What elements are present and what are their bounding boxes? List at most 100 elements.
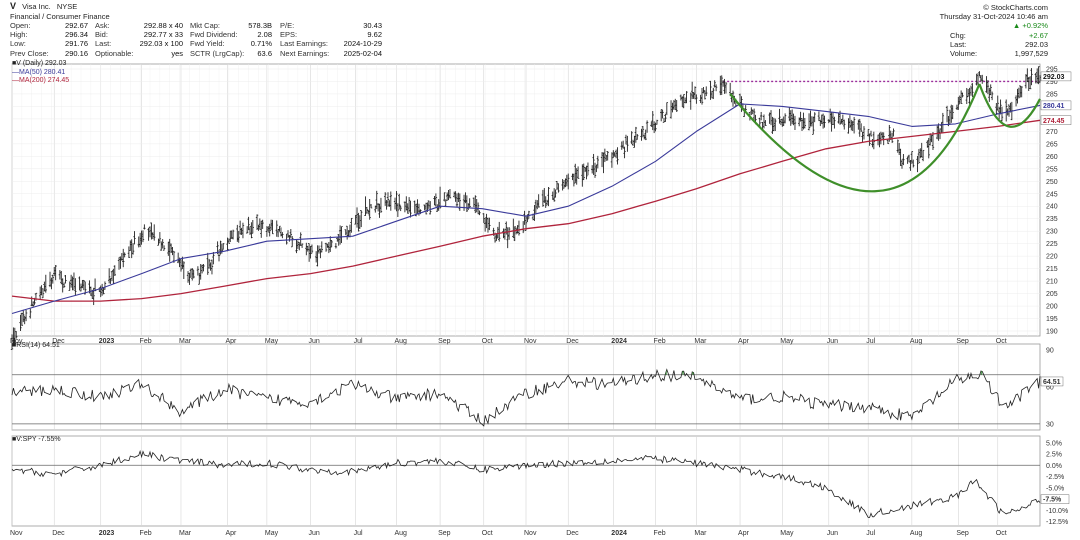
stat-label: Last Earnings: [280,39,328,49]
rsi-overbought-fill [682,371,684,375]
x-tick-label: Mar [694,530,707,537]
last-price-tag: 292.03 [1043,74,1065,81]
x-tick-label: Jul [354,338,363,345]
x-tick-label: May [265,530,279,537]
price-y-tick-label: 240 [1046,204,1058,211]
price-y-tick-label: 245 [1046,191,1058,198]
symbol-line: V Visa Inc. NYSE [10,1,77,11]
x-tick-label: Oct [482,530,493,537]
stat-row: Last: 292.03 x 100 [95,39,183,48]
stat-label: High: [10,30,28,40]
price-y-tick-label: 295 [1046,66,1058,73]
x-tick-label: Jul [866,530,875,537]
price-y-tick-label: 225 [1046,241,1058,248]
stat-value: 30.43 [363,21,382,30]
rsi-legend: ■RSI(14) 64.51 [12,342,60,349]
x-tick-label: Apr [225,338,237,345]
rsi-last-box [1040,376,1064,387]
x-tick-label: Sep [438,530,451,537]
x-tick-label: Jun [309,338,320,345]
stat-label: Open: [10,21,31,30]
relative-last-box [1040,494,1070,504]
x-tick-label: Jun [827,530,838,537]
ma50-tag-box [1040,100,1072,111]
price-y-tick-label: 220 [1046,254,1058,261]
x-tick-label: May [780,530,794,537]
stat-row: Mkt Cap: 578.3B [190,21,272,30]
x-tick-label: Oct [482,338,493,345]
stat-label: Mkt Cap: [190,21,221,30]
price-y-tick-label: 290 [1046,79,1058,86]
x-tick-label: Dec [52,530,65,537]
stat-row: High: 296.34 [10,30,88,39]
change-row: Chg: +2.67 [950,30,1048,40]
ma200-tag: 274.45 [1043,118,1065,125]
x-tick-label: Apr [738,338,750,345]
rsi-last-tag: 64.51 [1043,379,1061,386]
relative-line [11,449,1041,518]
stat-row: Low: 291.76 [10,39,88,48]
x-tick-label: Aug [910,530,923,537]
x-tick-label: Apr [738,530,750,537]
quote-date: Thursday 31-Oct-2024 10:46 am [939,12,1048,22]
x-tick-label: Mar [694,338,707,345]
x-tick-label: Nov [524,338,537,345]
stat-value: 578.3B [248,21,272,30]
stat-value: 292.77 x 33 [143,30,183,40]
stat-row: Fwd Yield: 0.71% [190,39,272,48]
x-tick-label: Aug [394,530,407,537]
stat-row: EPS: 9.62 [280,30,382,39]
x-tick-label: Feb [140,530,152,537]
x-tick-label: Feb [654,338,666,345]
stat-value: 296.34 [65,30,88,40]
stat-value: 290.16 [65,48,88,58]
stat-value: 292.67 [65,21,88,30]
change-percent: ▲ +0.92% [1012,21,1048,31]
price-y-tick-label: 215 [1046,266,1058,273]
x-tick-label: Feb [140,338,152,345]
stat-label: Last: [95,39,112,49]
relative-y-tick-label: -2.5% [1046,474,1064,481]
stat-value: 2025-02-04 [343,48,382,58]
stat-row: Bid: 292.77 x 33 [95,30,183,39]
x-tick-label: Oct [996,338,1007,345]
price-y-tick-label: 190 [1046,329,1058,336]
x-tick-label: Dec [52,338,65,345]
quote-summary: © StockCharts.com Thursday 31-Oct-2024 1… [940,3,1048,58]
x-tick-label: Nov [524,530,537,537]
stat-label: Low: [10,39,26,49]
brand: © StockCharts.com [983,3,1048,12]
stat-label: Optionable: [95,48,134,58]
legend-ma200: —MA(200) 274.45 [12,77,70,84]
stat-row: Ask: 292.88 x 40 [95,21,183,30]
x-tick-label: Sep [956,338,969,345]
stat-value: 2.08 [257,30,272,40]
rsi-line-group [11,368,1041,427]
rsi-overbought-fill [692,371,694,375]
ma200-tag-box [1040,115,1072,125]
relative-last-tag: -7.5% [1043,497,1062,504]
price-y-tick-label: 250 [1046,179,1058,186]
x-tick-label: Sep [438,338,451,345]
stat-row: Prev Close: 290.16 [10,49,88,58]
x-tick-label: 2023 [99,530,115,537]
price-y-tick-label: 200 [1046,304,1058,311]
x-tick-label: Nov [10,338,23,345]
stat-value: 63.6 [257,48,272,58]
x-tick-label: May [780,338,794,345]
rsi-line [11,368,1041,427]
price-y-tick-label: 255 [1046,166,1058,173]
stat-row: Optionable: yes [95,49,183,58]
last-price-tag-box [1040,71,1072,82]
stat-label: Next Earnings: [280,48,330,58]
x-tick-label: Dec [566,530,579,537]
stat-label: Bid: [95,30,108,40]
x-tick-label: Dec [566,338,579,345]
ma50-line [11,103,1041,315]
x-tick-label: 2023 [99,338,115,345]
price-y-tick-label: 195 [1046,316,1058,323]
stat-row: P/E: 30.43 [280,21,382,30]
price-y-tick-label: 205 [1046,291,1058,298]
company-name: Visa Inc. [22,2,51,11]
stat-value: 2024-10-29 [343,39,382,49]
